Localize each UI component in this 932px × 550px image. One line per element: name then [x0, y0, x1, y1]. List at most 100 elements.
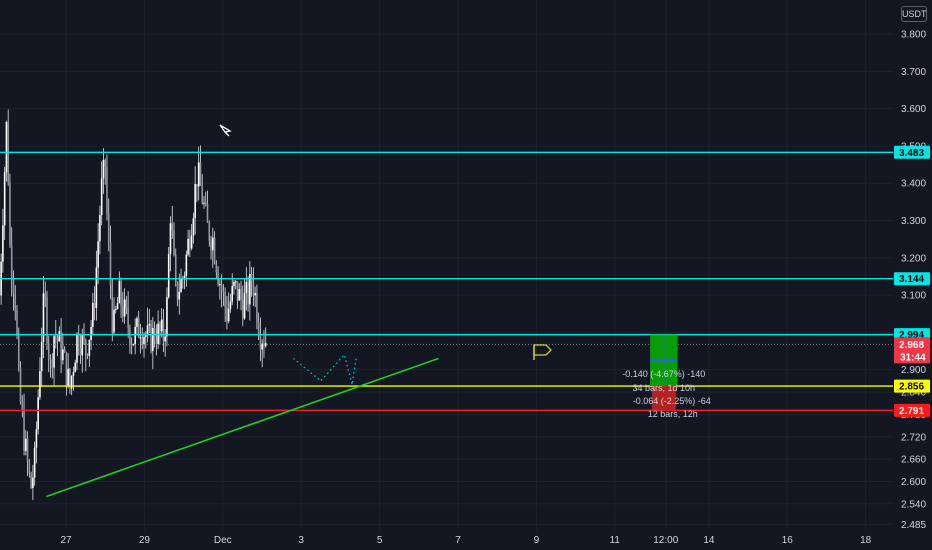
- candle-body: [111, 285, 114, 333]
- price-tick-label: 2.600: [901, 477, 926, 488]
- candle-body: [32, 477, 34, 489]
- time-tick-label: 14: [703, 535, 715, 546]
- candle-body: [139, 337, 142, 339]
- candle-body: [194, 184, 196, 219]
- candle-body: [17, 335, 20, 368]
- candle-body: [129, 327, 131, 345]
- price-tick-label: 2.840: [901, 388, 926, 399]
- candle-body: [213, 237, 216, 263]
- position-info-label: 12 bars, 12h: [648, 409, 698, 419]
- time-tick-label: 27: [60, 535, 72, 546]
- candle-body: [88, 339, 91, 356]
- candle-body: [83, 335, 85, 341]
- candle-body: [16, 310, 18, 336]
- candle-body: [21, 401, 24, 411]
- horizontal-levels[interactable]: [0, 151, 893, 412]
- trendline-segment[interactable]: [46, 357, 439, 498]
- candle-body: [123, 299, 126, 317]
- candle-body: [160, 319, 163, 332]
- level-tag-bg: [894, 379, 930, 393]
- candle-body: [28, 461, 31, 474]
- level-tag-label: 2.791: [899, 406, 924, 417]
- candle-body: [67, 368, 69, 386]
- candle-body: [189, 238, 191, 249]
- candle-body: [132, 344, 135, 346]
- position-info-label: 34 bars, 1d 10h: [633, 383, 696, 393]
- candle-body: [148, 323, 151, 326]
- candle-body: [69, 368, 71, 389]
- candle-body: [243, 293, 246, 319]
- candle-body: [247, 281, 249, 305]
- candle-body: [49, 359, 52, 361]
- candle-body: [104, 159, 106, 167]
- candle-body: [219, 284, 221, 286]
- candle-body: [72, 372, 75, 377]
- candle-body: [102, 159, 105, 179]
- candle-body: [23, 410, 25, 451]
- level-tag-bg: [894, 272, 930, 286]
- candle-body: [169, 223, 172, 255]
- candle-body: [256, 293, 258, 323]
- time-axis[interactable]: 27 29 Dec 3 5 7 9 11 12:00 14 16 18: [0, 530, 893, 550]
- candle-body: [35, 429, 38, 448]
- candle-body: [106, 166, 108, 214]
- candle-body: [261, 343, 263, 350]
- candle-body: [264, 343, 267, 347]
- stop-zone[interactable]: [651, 386, 676, 411]
- countdown-label: 31:44: [900, 352, 926, 363]
- candle-body: [122, 305, 124, 317]
- candle-body: [127, 307, 129, 328]
- candle-body: [19, 367, 22, 402]
- candle-body: [5, 122, 8, 173]
- candle-body: [231, 286, 234, 302]
- candle-body: [81, 335, 84, 356]
- candle-body: [141, 337, 144, 345]
- currency-label[interactable]: USDT: [901, 6, 927, 22]
- candle-body: [183, 275, 186, 280]
- candle-body: [134, 326, 136, 345]
- candle-body: [233, 281, 235, 287]
- candle-body: [199, 162, 202, 186]
- candle-body: [56, 337, 59, 342]
- candle-body: [51, 359, 54, 368]
- trendline[interactable]: [46, 357, 439, 498]
- candle-body: [236, 281, 239, 301]
- time-axis-bg: [0, 530, 893, 550]
- candle-body: [137, 318, 140, 338]
- candle-body: [254, 293, 256, 296]
- candle-body: [30, 473, 32, 489]
- price-tick-label: 2.660: [901, 455, 926, 466]
- candle-body: [226, 307, 228, 322]
- level-tag-label: 2.994: [899, 330, 924, 341]
- candle-body: [44, 293, 47, 297]
- candle-body: [176, 282, 179, 300]
- candle-body: [208, 222, 211, 241]
- candle-body: [2, 225, 4, 262]
- price-tick-label: 2.540: [901, 499, 926, 510]
- candle-body: [212, 237, 214, 251]
- candle-body: [206, 203, 209, 223]
- candle-body: [174, 254, 177, 283]
- candle-body: [39, 371, 41, 398]
- candle-body: [196, 184, 198, 187]
- candle-body: [173, 230, 175, 255]
- candle-body: [120, 280, 122, 306]
- candle-body: [99, 215, 101, 242]
- candle-body: [93, 302, 96, 309]
- candle-body: [178, 291, 181, 300]
- candle-body: [187, 238, 189, 255]
- price-tick-label: 2.900: [901, 365, 926, 376]
- candle-body: [116, 302, 119, 310]
- position-box[interactable]: -0.140 (-4.67%) -140 34 bars, 1d 10h -0.06…: [622, 334, 711, 419]
- candle-body: [241, 300, 244, 319]
- candle-body: [37, 397, 39, 430]
- candle-body: [100, 178, 103, 216]
- candle-body: [152, 328, 154, 352]
- candle-body: [238, 289, 241, 301]
- candle-body: [164, 336, 166, 342]
- projection-line: [292, 353, 357, 385]
- grid-lines: [0, 0, 893, 530]
- time-tick-label: 7: [455, 535, 461, 546]
